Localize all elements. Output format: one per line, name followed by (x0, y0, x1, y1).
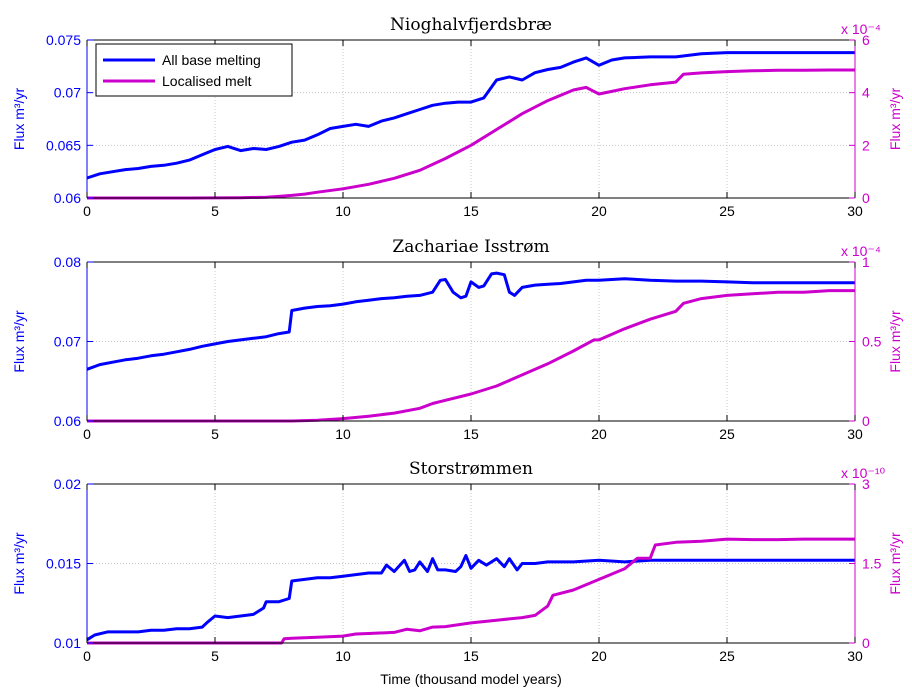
y-left-tick-label: 0.06 (54, 190, 81, 206)
x-tick-label: 0 (83, 426, 91, 442)
x-tick-label: 5 (211, 426, 219, 442)
y-right-axis-label: Flux m³/yr (887, 532, 903, 595)
x-tick-label: 5 (211, 648, 219, 664)
y-right-scale-note: x 10⁻¹⁰ (841, 465, 886, 481)
x-tick-label: 30 (847, 648, 863, 664)
series-line-all-base-melting (86, 554, 855, 642)
legend-label: Localised melt (162, 73, 252, 89)
x-tick-label: 10 (335, 203, 351, 219)
legend-box (95, 43, 293, 97)
x-tick-label: 15 (463, 648, 479, 664)
x-tick-label: 5 (211, 203, 219, 219)
y-right-tick-label: 1 (862, 254, 870, 270)
y-left-tick-label: 0.015 (46, 556, 81, 572)
x-tick-label: 30 (847, 426, 863, 442)
x-axis-label: Time (thousand model years) (380, 671, 562, 687)
x-tick-label: 20 (591, 203, 607, 219)
series-line-all-base-melting (86, 51, 855, 180)
series-line-localised-melt (87, 289, 855, 423)
y-right-tick-label: 0 (862, 190, 870, 206)
x-tick-label: 25 (719, 426, 735, 442)
y-left-axis-label: Flux m³/yr (11, 88, 27, 151)
y-left-tick-label: 0.065 (46, 137, 81, 153)
y-left-tick-label: 0.07 (54, 334, 81, 350)
x-tick-label: 0 (83, 648, 91, 664)
y-right-tick-label: 0.5 (862, 334, 882, 350)
y-left-tick-label: 0.08 (54, 254, 81, 270)
x-tick-label: 15 (463, 203, 479, 219)
y-right-tick-label: 2 (862, 137, 870, 153)
panel-title: Zachariae Isstrøm (392, 237, 549, 257)
x-tick-label: 20 (591, 648, 607, 664)
y-left-axis-label: Flux m³/yr (11, 310, 27, 373)
x-tick-label: 25 (719, 648, 735, 664)
y-left-tick-label: 0.01 (54, 635, 81, 651)
x-tick-label: 10 (335, 648, 351, 664)
y-right-tick-label: 4 (862, 85, 870, 101)
y-left-axis-label: Flux m³/yr (11, 532, 27, 595)
y-right-tick-label: 3 (862, 476, 870, 492)
y-left-tick-label: 0.02 (54, 476, 81, 492)
y-right-tick-label: 1.5 (862, 556, 882, 572)
x-tick-label: 15 (463, 426, 479, 442)
x-tick-label: 25 (719, 203, 735, 219)
panel-title: Nioghalvfjerdsbræ (390, 15, 552, 35)
y-right-scale-note: x 10⁻⁴ (841, 21, 881, 37)
series-line-localised-melt (87, 68, 855, 200)
y-right-tick-label: 6 (862, 32, 870, 48)
y-right-scale-note: x 10⁻⁴ (841, 243, 881, 259)
panel-title: Storstrømmen (409, 459, 533, 479)
y-left-tick-label: 0.07 (54, 85, 81, 101)
y-right-tick-label: 0 (862, 413, 870, 429)
x-tick-label: 10 (335, 426, 351, 442)
x-tick-label: 30 (847, 203, 863, 219)
y-right-tick-label: 0 (862, 635, 870, 651)
y-left-tick-label: 0.075 (46, 32, 81, 48)
x-tick-label: 20 (591, 426, 607, 442)
y-right-axis-label: Flux m³/yr (887, 310, 903, 373)
x-tick-label: 0 (83, 203, 91, 219)
series-line-all-base-melting (86, 271, 855, 371)
y-right-axis-label: Flux m³/yr (887, 88, 903, 151)
panel-2: 0 5 10 15 20 25 30 0.06 0.07 0.08 0 0.5 1x 10⁻⁴ Flux … (11, 237, 903, 442)
legend-label: All base melting (162, 52, 261, 68)
panel-3: 0 5 10 15 20 25 30 0.01 0.015 0.02 0 1.5 3x 10⁻¹⁰ Flu… (11, 459, 903, 664)
legend: All base melting Localised melt (95, 43, 293, 97)
panel-1: 0 5 10 15 20 25 30 0.06 0.065 0.07 0.075 0 2 4 6x 10⁻⁴… (11, 15, 903, 219)
series-line-localised-melt (87, 537, 855, 645)
y-left-tick-label: 0.06 (54, 413, 81, 429)
